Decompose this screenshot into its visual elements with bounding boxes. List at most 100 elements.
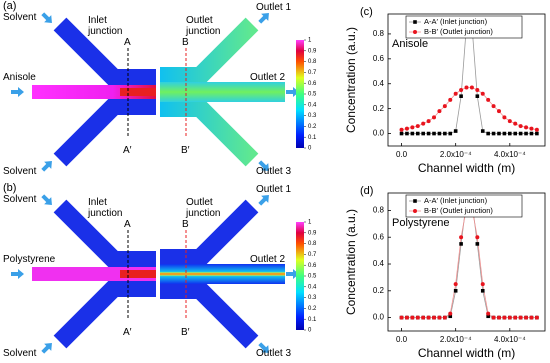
junction-label: Inlet junction: [88, 197, 123, 219]
flow-arrow: [11, 87, 24, 97]
flow-arrow: [41, 343, 52, 354]
data-point: [491, 131, 496, 136]
y-tick-label: 0.0: [373, 313, 385, 322]
colorbar-tick-label: 0: [308, 146, 312, 152]
legend-label: B-B′ (Outlet junction): [424, 206, 493, 215]
data-point: [410, 315, 415, 320]
flow-arrow: [41, 194, 52, 205]
inlet-core: [120, 270, 156, 278]
data-point: [443, 131, 447, 136]
colorbar-tick-label: 0.8: [308, 241, 317, 247]
data-point: [426, 119, 431, 124]
colorbar-tick-label: 0.7: [308, 70, 317, 76]
data-point: [534, 315, 539, 320]
data-point: [448, 311, 453, 316]
outlet-arm: [160, 199, 259, 267]
diagram-panel: 0 0.1 0.2 0.3 0.4 0.5 0.6 0.7 0.8 0.9 1: [11, 12, 317, 172]
data-point: [518, 315, 523, 320]
fluid-label: Polystyrene: [3, 254, 56, 265]
data-point: [464, 85, 469, 90]
data-point: [453, 282, 458, 287]
inlet-arm: [53, 17, 156, 87]
data-point: [459, 235, 464, 240]
x-tick-label: 2.0x10⁻⁴: [440, 150, 472, 159]
junction-label: Outlet junction: [186, 15, 221, 37]
flow-arrow: [286, 87, 299, 97]
data-point: [442, 315, 447, 320]
colorbar-tick-label: 0.3: [308, 295, 317, 301]
data-point: [432, 115, 437, 120]
junction-label: Outlet junction: [186, 197, 221, 219]
colorbar-tick-label: 0.4: [308, 284, 317, 290]
data-point: [448, 314, 453, 319]
colorbar-tick-label: 0.5: [308, 274, 317, 280]
outlet-arm: [160, 281, 259, 349]
data-point: [496, 109, 501, 114]
colorbar-tick-label: 0.7: [308, 252, 317, 258]
annotation: Anisole: [392, 38, 428, 50]
outlet-channel: [160, 264, 285, 284]
panel-label: (d): [360, 185, 373, 197]
outlet-label: Outlet 1: [256, 2, 292, 13]
x-axis-label: Channel width (m): [418, 346, 515, 360]
flow-arrow: [258, 160, 269, 171]
data-point: [486, 314, 490, 319]
colorbar-tick-label: 0.9: [308, 48, 317, 54]
data-point: [491, 315, 496, 320]
colorbar-tick-label: 1: [308, 220, 312, 226]
colorbar-tick-label: 0.5: [308, 92, 317, 98]
outlet-label: Outlet 3: [256, 348, 292, 359]
inlet-arm: [53, 97, 156, 167]
inlet-label: Solvent: [3, 194, 37, 205]
flow-arrow: [41, 161, 52, 172]
colorbar: [296, 222, 304, 330]
data-point: [399, 131, 404, 136]
cut-label: A: [124, 219, 131, 230]
cut-label: A′: [123, 327, 132, 338]
legend-marker: [413, 199, 417, 203]
data-point: [415, 124, 420, 129]
data-point: [421, 121, 426, 126]
data-point: [453, 91, 458, 96]
y-tick-label: 0.6: [373, 232, 385, 241]
data-point: [502, 315, 507, 320]
colorbar-tick-label: 0: [308, 328, 312, 334]
colorbar-tick-label: 0.3: [308, 113, 317, 119]
legend-marker: [413, 20, 417, 24]
outlet-label: Outlet 2: [250, 72, 286, 83]
data-point: [486, 131, 490, 136]
diagram-panel: 0 0.1 0.2 0.3 0.4 0.5 0.6 0.7 0.8 0.9 1: [11, 194, 317, 354]
y-tick-label: 0.0: [373, 129, 385, 138]
data-point: [518, 131, 523, 136]
y-axis-label: Concentration (a.u.): [344, 27, 358, 133]
outlet-label: Outlet 3: [256, 166, 292, 177]
data-point: [453, 129, 458, 133]
data-point: [459, 94, 463, 98]
flow-arrow: [258, 13, 269, 24]
data-point: [524, 131, 528, 136]
panel-label: (b): [3, 182, 17, 194]
data-point: [437, 131, 442, 136]
data-point: [459, 242, 463, 246]
panel-label: (a): [3, 0, 17, 12]
flow-arrow: [41, 12, 52, 23]
colorbar-tick-label: 0.9: [308, 230, 317, 236]
legend-marker: [413, 209, 417, 213]
data-point: [399, 127, 404, 132]
data-point: [415, 315, 420, 320]
legend-label: A-A′ (Inlet junction): [424, 17, 488, 26]
data-point: [404, 126, 409, 131]
data-point: [480, 129, 485, 133]
data-point: [405, 131, 409, 136]
colorbar-tick-label: 0.1: [308, 135, 317, 141]
cut-label: B: [182, 219, 189, 230]
data-point: [448, 131, 453, 136]
data-point: [442, 104, 447, 109]
colorbar-tick-label: 1: [308, 38, 312, 44]
x-tick-label: 0.0: [396, 150, 408, 159]
colorbar: [296, 40, 304, 148]
y-tick-label: 0.4: [373, 259, 385, 268]
data-point: [496, 315, 501, 320]
colorbar-tick-label: 0.4: [308, 102, 317, 108]
